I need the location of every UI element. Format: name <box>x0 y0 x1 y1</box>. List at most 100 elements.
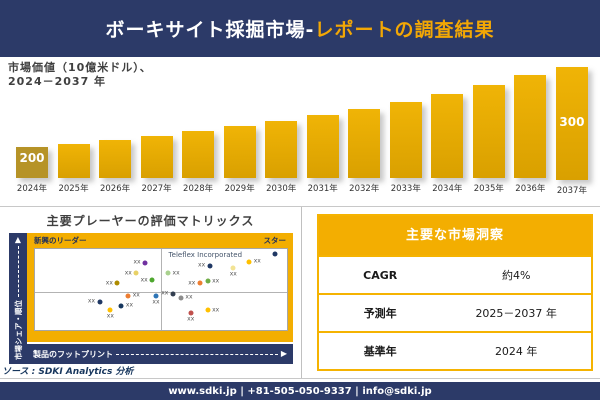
insights-row: 予測年 2025－2037 年 <box>319 293 591 331</box>
scatter-point-label: xx <box>172 269 180 277</box>
scatter-point-label: xx <box>133 258 141 266</box>
scatter-point-label: xx <box>212 306 220 314</box>
chart-subtitle-line1: 市場価値（10億米ドル）、 <box>8 61 152 74</box>
bar-2030年 <box>265 121 298 178</box>
bar-value-label: 300 <box>559 115 585 129</box>
insights-row-value: 約4% <box>501 269 531 282</box>
bottom-section: 主要プレーヤーの評価マトリックス 市場シェア・順位 ▶ 新興のリーダー スター <box>0 206 600 379</box>
right-arrow-icon: ▶ <box>280 349 287 358</box>
x-axis-label: 製品のフットプリント <box>33 349 113 359</box>
bar-column: 2028年 <box>182 67 215 194</box>
quadrant-labels-top: 新興のリーダー スター <box>27 235 293 246</box>
bar-column: 2029年 <box>223 67 256 194</box>
year-tick-label: 2034年 <box>432 184 463 194</box>
scatter-point <box>272 251 278 257</box>
bar-chart-section: 市場価値（10億米ドル）、 2024－2037 年 200 2024年 2025年 2… <box>0 57 600 206</box>
year-tick-label: 2024年 <box>16 184 48 194</box>
scatter-point-label: xx <box>198 261 206 269</box>
bar-2028年 <box>182 131 215 178</box>
bar-2026年 <box>99 140 132 178</box>
bar-column: 2025年 <box>57 67 90 194</box>
insights-row-value: 2024 年 <box>494 345 538 358</box>
scatter-dot <box>205 278 211 284</box>
year-tick-label: 2027年 <box>141 184 172 194</box>
page-title-accent: レポートの調査結果 <box>314 19 495 41</box>
scatter-dot <box>149 277 155 283</box>
dashed-line <box>17 246 19 297</box>
bar-value-label: 200 <box>19 151 45 165</box>
scatter-point: xx <box>178 294 193 301</box>
chart-subtitle-line2: 2024－2037 年 <box>8 75 107 88</box>
insights-row-value: 2025－2037 年 <box>475 307 557 320</box>
insights-table-header: 主要な市場洞察 <box>319 216 591 255</box>
scatter-point-label: xx <box>161 289 169 297</box>
scatter-dot <box>170 291 176 297</box>
quadrant-divider-vertical <box>161 249 162 330</box>
scatter-point: xx <box>205 307 219 313</box>
quadrant-divider-horizontal <box>35 291 287 293</box>
scatter-point-label: xx <box>125 301 134 309</box>
bar-column: 2030年 <box>265 67 298 194</box>
scatter-point-label: xx <box>229 270 237 278</box>
scatter-point-label: xx <box>212 277 220 285</box>
scatter-dot <box>118 303 124 309</box>
page-title: ボーキサイト採掘市場-レポートの調査結果 <box>106 15 495 42</box>
scatter-dot <box>205 307 211 313</box>
bar-2027年 <box>140 136 173 178</box>
scatter-point: xx <box>165 270 180 276</box>
scatter-point: xx <box>107 307 114 319</box>
up-arrow-icon: ▶ <box>13 237 22 244</box>
company-label: Teleflex Incorporated <box>168 250 243 259</box>
scatter-point: xx <box>188 280 203 286</box>
matrix-y-axis: 市場シェア・順位 ▶ <box>9 233 27 364</box>
scatter-dot <box>207 263 213 269</box>
quadrant-label-emerging-leaders: 新興のリーダー <box>34 236 87 245</box>
quadrant-label-stars: スター <box>263 236 287 245</box>
page-title-main: ボーキサイト採掘市場- <box>105 19 315 41</box>
bar-column: 2032年 <box>348 67 381 194</box>
scatter-dot <box>178 295 184 301</box>
scatter-point-label: xx <box>253 257 261 265</box>
bar-2031年 <box>306 115 339 178</box>
scatter-point-label: xx <box>188 279 196 287</box>
year-tick-label: 2035年 <box>473 184 504 194</box>
bar-2032年 <box>348 109 381 178</box>
bar-2036年 <box>514 75 547 178</box>
player-matrix-panel: 主要プレーヤーの評価マトリックス 市場シェア・順位 ▶ 新興のリーダー スター <box>0 207 302 378</box>
scatter-point: xx <box>118 302 133 309</box>
bar-column: 2036年 <box>514 67 547 194</box>
insights-row-label: 予測年 <box>363 307 397 320</box>
title-bar: ボーキサイト採掘市場-レポートの調査結果 <box>0 0 600 57</box>
scatter-point-label: xx <box>185 293 193 301</box>
market-insights-panel: 主要な市場洞察 CAGR 約4% 予測年 2025－2037 年基準年 2024 年 <box>302 207 600 378</box>
chart-subtitle: 市場価値（10億米ドル）、 2024－2037 年 <box>8 61 152 89</box>
scatter-point: xx <box>106 280 120 286</box>
source-note: ソース : SDKI Analytics 分析 <box>2 367 134 377</box>
scatter-dot <box>272 251 278 257</box>
bar-2024年: 200 <box>16 147 48 178</box>
scatter-point: xx <box>246 258 261 265</box>
bar-2035年 <box>472 85 505 178</box>
scatter-point-label: xx <box>106 312 114 319</box>
scatter-point: xx <box>205 278 219 284</box>
matrix-plot: Teleflex Incorporated xx xx xx xx xx xx xx xx xx… <box>34 248 288 331</box>
footer-contact: www.sdki.jp | +81-505-050-9337 | info@sd… <box>168 385 432 397</box>
insights-table: 主要な市場洞察 CAGR 約4% 予測年 2025－2037 年基準年 2024 年 <box>317 214 593 371</box>
bar-2034年 <box>431 94 464 178</box>
year-tick-label: 2025年 <box>58 184 89 194</box>
scatter-point: xx <box>152 293 160 305</box>
scatter-dot <box>188 310 194 316</box>
scatter-point-label: xx <box>87 297 95 305</box>
scatter-dot <box>197 280 203 286</box>
dashed-line <box>116 353 278 355</box>
bar-column: 2034年 <box>431 67 464 194</box>
scatter-point: xx <box>125 270 139 276</box>
scatter-point: xx <box>230 265 237 277</box>
bar-column: 2031年 <box>306 67 339 194</box>
y-axis-label: 市場シェア・順位 <box>13 300 23 360</box>
insights-row: CAGR 約4% <box>319 255 591 293</box>
bar-2037年: 300 <box>555 67 588 180</box>
scatter-point: xx <box>125 292 140 299</box>
bar-column: 2027年 <box>140 67 173 194</box>
